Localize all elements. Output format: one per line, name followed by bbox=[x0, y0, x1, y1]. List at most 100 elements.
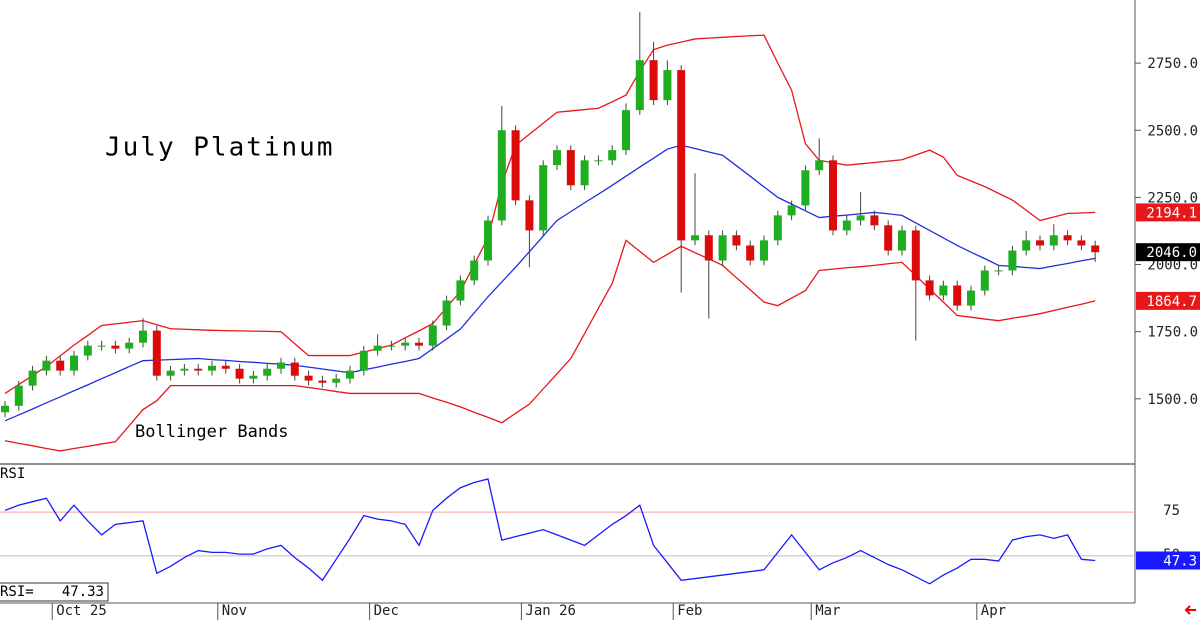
value-label: 2046.0 bbox=[1146, 245, 1197, 261]
candle-body bbox=[470, 260, 479, 281]
candle-body bbox=[1077, 240, 1086, 246]
candle-body bbox=[539, 165, 548, 231]
candle-body bbox=[152, 330, 161, 376]
candle-body bbox=[815, 160, 824, 171]
candle-body bbox=[994, 270, 1003, 272]
candle-body bbox=[732, 235, 741, 246]
candle-body bbox=[97, 345, 106, 347]
x-tick-label: Oct 25 bbox=[56, 603, 107, 619]
candle-body bbox=[1022, 240, 1031, 251]
band-line bbox=[4, 34, 1096, 394]
candle-body bbox=[332, 378, 341, 383]
candle-body bbox=[787, 205, 796, 216]
annotation: Bollinger Bands bbox=[135, 422, 289, 442]
value-label: 47.3 bbox=[1163, 553, 1197, 569]
candle-body bbox=[939, 285, 948, 296]
candle-body bbox=[691, 235, 699, 241]
rsi-readout-value: 47.33 bbox=[62, 584, 104, 600]
candle-body bbox=[663, 70, 672, 101]
candle-body bbox=[1, 405, 9, 413]
candle-body bbox=[704, 235, 713, 261]
candle-body bbox=[649, 60, 658, 101]
value-box bbox=[1136, 551, 1200, 570]
candle-body bbox=[953, 285, 962, 306]
candle-body bbox=[718, 235, 727, 261]
candle-body bbox=[42, 360, 51, 371]
candle-body bbox=[566, 150, 575, 186]
y-tick-label: 75 bbox=[1163, 503, 1180, 519]
candle-body bbox=[884, 225, 893, 251]
candle-body bbox=[346, 370, 354, 379]
x-tick-label: Apr bbox=[981, 603, 1006, 619]
candle-body bbox=[166, 370, 175, 376]
x-tick-label: Mar bbox=[815, 603, 840, 619]
candle-body bbox=[760, 240, 768, 261]
candle-body bbox=[277, 362, 285, 369]
scroll-arrow[interactable] bbox=[1184, 605, 1196, 615]
candle-body bbox=[318, 380, 327, 383]
candle-body bbox=[70, 355, 78, 371]
candle-body bbox=[14, 385, 23, 406]
candle-body bbox=[249, 375, 258, 379]
candle-body bbox=[580, 160, 589, 186]
y-tick-label: 1750.0 bbox=[1147, 325, 1198, 341]
candle-body bbox=[208, 365, 216, 371]
candle-body bbox=[1036, 240, 1044, 246]
value-box bbox=[1136, 291, 1200, 310]
candle-body bbox=[83, 345, 92, 356]
candle-body bbox=[304, 375, 313, 381]
candle-body bbox=[622, 110, 630, 151]
candle-body bbox=[829, 160, 837, 231]
value-label: 1864.7 bbox=[1146, 294, 1197, 310]
candle-body bbox=[1049, 235, 1058, 246]
candle-body bbox=[511, 130, 520, 201]
candle-body bbox=[856, 215, 865, 221]
candle-body bbox=[28, 370, 37, 386]
candle-body bbox=[497, 130, 506, 221]
candle-body bbox=[608, 150, 617, 161]
candle-body bbox=[898, 230, 906, 251]
candle-body bbox=[456, 280, 465, 301]
candle-body bbox=[525, 200, 534, 231]
y-tick-label: 2500.0 bbox=[1147, 123, 1198, 139]
candle-body bbox=[635, 60, 644, 111]
candle-body bbox=[1008, 250, 1017, 271]
y-tick-label: 2750.0 bbox=[1147, 56, 1198, 72]
candle-body bbox=[401, 342, 410, 346]
candle-body bbox=[415, 342, 423, 346]
y-tick-label: 1500.0 bbox=[1147, 392, 1198, 408]
candle-body bbox=[1091, 245, 1100, 253]
candle-body bbox=[1063, 235, 1072, 241]
chart-title: July Platinum bbox=[105, 133, 335, 163]
candle-body bbox=[911, 230, 920, 281]
candle-body bbox=[870, 215, 879, 226]
candle-body bbox=[980, 270, 989, 291]
band-line bbox=[4, 144, 1096, 422]
y-tick-label: 2000.0 bbox=[1147, 258, 1198, 274]
candle-body bbox=[967, 290, 975, 306]
candle-body bbox=[484, 220, 492, 261]
rsi-readout-label: RSI= bbox=[0, 584, 34, 600]
candle-body bbox=[221, 365, 230, 369]
candle-body bbox=[773, 215, 782, 241]
candle-body bbox=[194, 368, 203, 371]
value-box bbox=[1136, 203, 1200, 222]
y-tick-label: 2250.0 bbox=[1147, 190, 1198, 206]
candle-body bbox=[235, 368, 244, 379]
value-label: 2194.1 bbox=[1146, 205, 1197, 221]
candle-body bbox=[442, 300, 451, 326]
candle-body bbox=[677, 70, 686, 241]
rsi-title: RSI bbox=[0, 466, 25, 482]
candle-body bbox=[842, 220, 851, 231]
candle-body bbox=[290, 362, 299, 376]
candle-body bbox=[373, 345, 382, 351]
candle-body bbox=[56, 360, 65, 371]
x-tick-label: Dec bbox=[374, 603, 399, 619]
candle-body bbox=[428, 325, 437, 346]
candle-body bbox=[139, 330, 147, 343]
candle-body bbox=[594, 160, 603, 162]
candle-body bbox=[746, 245, 755, 261]
x-tick-label: Nov bbox=[222, 603, 247, 619]
candle-body bbox=[359, 350, 368, 371]
